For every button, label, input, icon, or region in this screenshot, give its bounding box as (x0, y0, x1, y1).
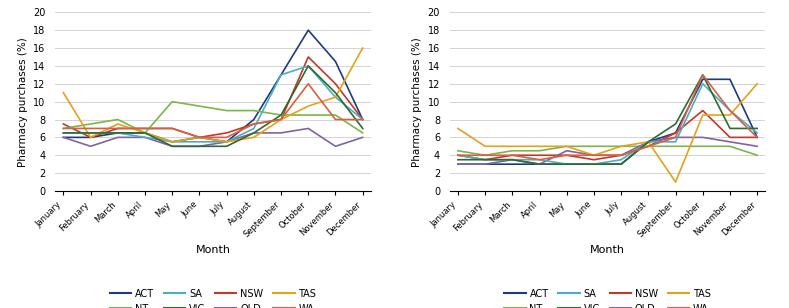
Y-axis label: Pharmacy purchases (%): Pharmacy purchases (%) (17, 37, 28, 167)
X-axis label: Month: Month (196, 245, 230, 255)
Y-axis label: Pharmacy purchases (%): Pharmacy purchases (%) (412, 37, 422, 167)
Legend: ACT, NT, SA, VIC, NSW, QLD, TAS, WA: ACT, NT, SA, VIC, NSW, QLD, TAS, WA (504, 289, 711, 308)
Legend: ACT, NT, SA, VIC, NSW, QLD, TAS, WA: ACT, NT, SA, VIC, NSW, QLD, TAS, WA (110, 289, 316, 308)
X-axis label: Month: Month (590, 245, 625, 255)
